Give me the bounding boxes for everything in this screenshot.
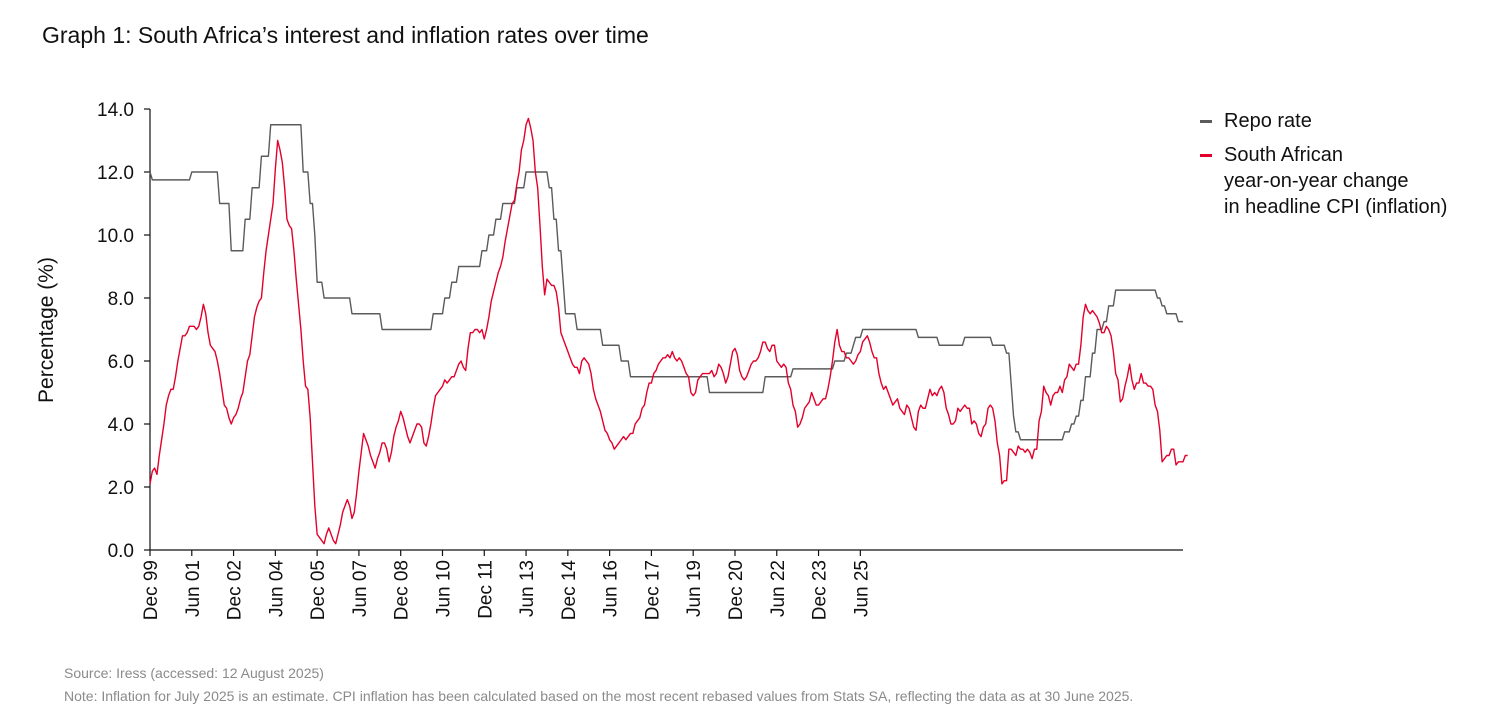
x-tick-label: Dec 02 xyxy=(225,560,246,620)
x-tick-label: Jun 22 xyxy=(768,560,789,617)
cpi-inflation-line xyxy=(149,117,1188,545)
x-tick-label: Jun 07 xyxy=(350,560,371,617)
x-tick-label: Dec 05 xyxy=(308,560,329,620)
y-tick-label: 4.0 xyxy=(108,415,134,436)
x-tick-label: Jun 01 xyxy=(183,560,204,617)
legend-label-cpi-line-3: in headline CPI (inflation) xyxy=(1224,196,1448,218)
x-tick-label: Jun 25 xyxy=(851,560,872,617)
legend-swatch-repo xyxy=(1200,120,1212,123)
legend-item-repo: Repo rate xyxy=(1200,108,1447,134)
legend-label-cpi-line-2: year-on-year change xyxy=(1224,170,1409,192)
y-tick-label: 14.0 xyxy=(97,100,134,121)
x-tick-label: Dec 11 xyxy=(475,560,496,619)
y-tick-label: 10.0 xyxy=(97,226,134,247)
x-tick-label: Dec 08 xyxy=(392,560,413,620)
y-axis: 0.0 2.0 4.0 6.0 8.0 10.0 12.0 14.0 xyxy=(97,100,151,562)
y-axis-label: Percentage (%) xyxy=(35,257,58,403)
x-tick-label: Jun 10 xyxy=(433,560,454,617)
y-tick-label: 6.0 xyxy=(108,352,134,373)
x-axis: Dec 99 Jun 01 Dec 02 Jun 04 Dec 05 Jun 07 Dec … xyxy=(141,549,1183,621)
x-tick-label: Dec 17 xyxy=(642,560,663,620)
x-tick-label: Dec 99 xyxy=(141,560,162,620)
y-tick-label: 0.0 xyxy=(108,541,134,562)
source-note: Source: Iress (accessed: 12 August 2025) xyxy=(64,665,324,681)
y-tick-label: 12.0 xyxy=(97,163,134,184)
x-tick-label: Dec 20 xyxy=(726,560,747,620)
methodology-note: Note: Inflation for July 2025 is an esti… xyxy=(64,688,1134,704)
x-tick-label: Dec 14 xyxy=(559,560,580,621)
legend-label-repo: Repo rate xyxy=(1224,110,1312,132)
x-tick-label: Dec 23 xyxy=(810,560,831,620)
chart-title: Graph 1: South Africa’s interest and inf… xyxy=(42,22,649,48)
x-tick-label: Jun 04 xyxy=(266,560,287,617)
legend-item-cpi: South African year-on-year change in hea… xyxy=(1200,142,1447,220)
legend-swatch-cpi xyxy=(1200,154,1212,157)
y-tick-label: 8.0 xyxy=(108,289,134,310)
y-tick-label: 2.0 xyxy=(108,478,134,499)
x-tick-label: Jun 19 xyxy=(684,560,705,617)
legend: Repo rate South African year-on-year cha… xyxy=(1200,108,1447,228)
plot-lines xyxy=(149,117,1188,545)
x-tick-label: Jun 16 xyxy=(601,560,622,617)
repo-rate-line xyxy=(149,124,1183,441)
legend-label-cpi-line-1: South African xyxy=(1224,144,1343,166)
x-tick-label: Jun 13 xyxy=(517,560,538,617)
